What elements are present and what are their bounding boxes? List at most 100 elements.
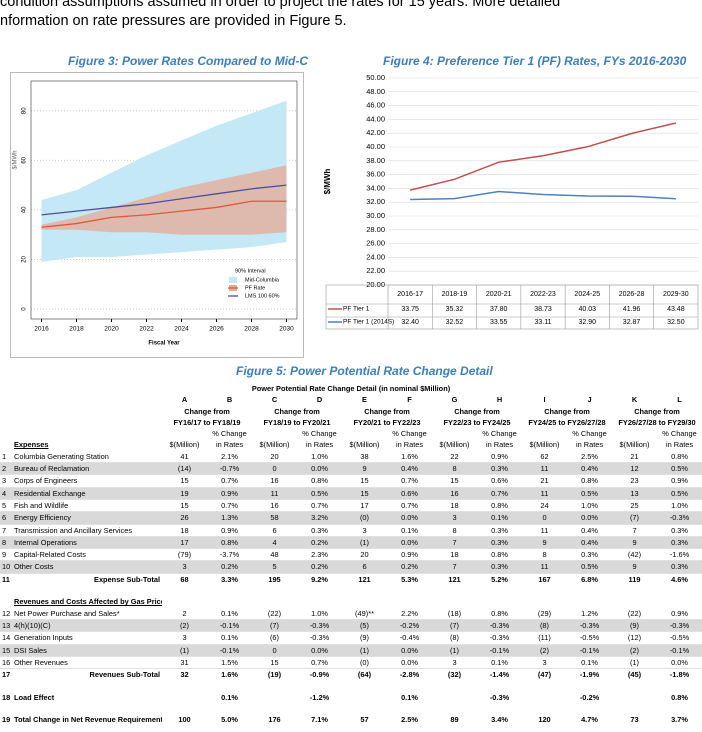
table-row: Power Potential Rate Change Detail (in n…	[0, 383, 702, 394]
row-label: Columbia Generating Station	[12, 450, 162, 464]
table-cell: 57	[360, 715, 369, 725]
legend-title: 90% Interval	[235, 268, 266, 274]
table-cell: 2.5%	[567, 450, 612, 464]
table-cell: -1.9%	[567, 668, 612, 681]
table-cell: 15	[252, 656, 297, 670]
section-heading: Expenses	[14, 440, 49, 450]
table-cell: 0.1%	[477, 656, 522, 670]
table-cell: 15	[162, 499, 207, 513]
table-cell: 3	[162, 560, 207, 574]
table-cell: 0.8%	[671, 692, 688, 702]
legend-swatch	[229, 277, 237, 283]
table-cell: -0.5%	[657, 631, 702, 645]
table-cell: 32	[162, 668, 207, 681]
table-cell: 20	[252, 450, 297, 464]
table-row: 11 Expense Sub-Total 68 3.3% 195 9.2% 121 5.3% 1…	[0, 572, 702, 586]
table-cell: 12	[612, 462, 657, 476]
table-cell: 5	[252, 560, 297, 574]
column-letter: L	[677, 395, 682, 405]
table-cell: 0.7%	[207, 474, 252, 488]
y-tick-label: 36.00	[366, 170, 385, 179]
sub-header: $(Million)	[619, 440, 650, 450]
data-label: 37.80	[490, 306, 508, 313]
table-cell: (14)	[162, 462, 207, 476]
table-cell: 2.1%	[207, 450, 252, 464]
table-cell: 48	[252, 548, 297, 562]
spacer	[612, 428, 657, 439]
series-line	[41, 184, 287, 216]
y-tick-label: 44.00	[366, 114, 385, 123]
x-tick-label: 2026-28	[619, 291, 645, 298]
table-cell: (8)	[432, 631, 477, 645]
table-row: 14 Generation Inputs 3 0.1% (6) -0.3% (9) -0.4%…	[0, 631, 702, 645]
group-header: Change from	[544, 406, 590, 416]
row-label: Internal Operations	[12, 536, 162, 550]
table-cell: -1.6%	[657, 548, 702, 562]
table-cell: 0.3%	[477, 462, 522, 476]
x-tick-label: 2030	[279, 326, 294, 333]
row-label: Energy Efficiency	[12, 511, 162, 525]
table-cell: 0.1%	[401, 692, 418, 702]
sub-header: in Rates	[395, 440, 424, 450]
row-label: Revenues Sub-Total	[12, 668, 162, 681]
table-cell: 0	[252, 644, 297, 657]
table-cell: 0.9%	[387, 548, 432, 562]
row-number: 5	[0, 499, 12, 513]
x-tick-label: 2020-21	[486, 291, 512, 298]
table-cell: 0.9%	[657, 474, 702, 488]
table-cell: 13	[612, 487, 657, 500]
table-cell: (1)	[342, 644, 387, 657]
table-cell: 0.6%	[477, 474, 522, 488]
x-tick-label: 2016-17	[397, 291, 423, 298]
table-cell: 0.4%	[567, 462, 612, 476]
table-cell: 17	[162, 536, 207, 550]
spacer	[0, 680, 702, 691]
table-row	[0, 585, 702, 596]
legend-label: PF Rate	[245, 285, 265, 291]
row-label: Other Costs	[12, 560, 162, 574]
row-label: Total Change in Net Revenue Requirement	[14, 715, 162, 725]
table-cell: 0.1%	[567, 656, 612, 670]
spacer	[0, 428, 162, 439]
table-cell: 0	[522, 511, 567, 525]
table-cell: (12)	[612, 631, 657, 645]
row-label: Corps of Engineers	[12, 474, 162, 488]
y-tick-label: 28.00	[366, 225, 385, 234]
table-cell: -0.1%	[567, 644, 612, 657]
plot-frame	[30, 80, 298, 320]
table-cell: 0.3%	[657, 524, 702, 537]
table-row: 2 Bureau of Reclamation (14) -0.7% 0 0.0% 9 0.4…	[0, 462, 702, 476]
x-tick-label: 2024-25	[574, 291, 600, 298]
data-label: 32.52	[446, 319, 464, 326]
row-number: 11	[0, 572, 12, 586]
table-cell: 0.3%	[567, 548, 612, 562]
table-cell: 0.8%	[657, 450, 702, 464]
table-cell: 0.8%	[567, 474, 612, 488]
table-cell: 4	[252, 536, 297, 550]
table-cell: 0.4%	[567, 524, 612, 537]
table-row: 5 Fish and Wildlife 15 0.7% 16 0.7% 17 0.7% 18 0.…	[0, 499, 702, 513]
column-letter: D	[316, 395, 323, 405]
table-cell: 22	[432, 450, 477, 464]
fan-chart: 0 20 40 60 80 2016 2018 2020 2022 2024 2026 2028 203…	[10, 72, 304, 358]
table-cell: 0.9%	[207, 524, 252, 537]
table-cell: 2.2%	[387, 607, 432, 620]
table-cell: 121	[342, 572, 387, 586]
spacer	[342, 428, 387, 439]
table-cell: 1.6%	[207, 668, 252, 681]
row-number: 12	[0, 607, 12, 620]
table-cell: 18	[162, 524, 207, 537]
table-cell: 2	[162, 607, 207, 620]
table-cell: 121	[432, 572, 477, 586]
table-cell: 3	[522, 656, 567, 670]
spacer	[0, 406, 162, 417]
table-cell: (9)	[342, 631, 387, 645]
row-label: Load Effect	[14, 692, 55, 702]
table-cell: 3	[432, 656, 477, 670]
table-cell: 0.7%	[207, 499, 252, 513]
table-cell: 8	[432, 524, 477, 537]
row-number: 8	[0, 536, 12, 550]
spacer	[0, 439, 12, 450]
spacer	[252, 428, 297, 439]
table-row	[0, 703, 702, 714]
